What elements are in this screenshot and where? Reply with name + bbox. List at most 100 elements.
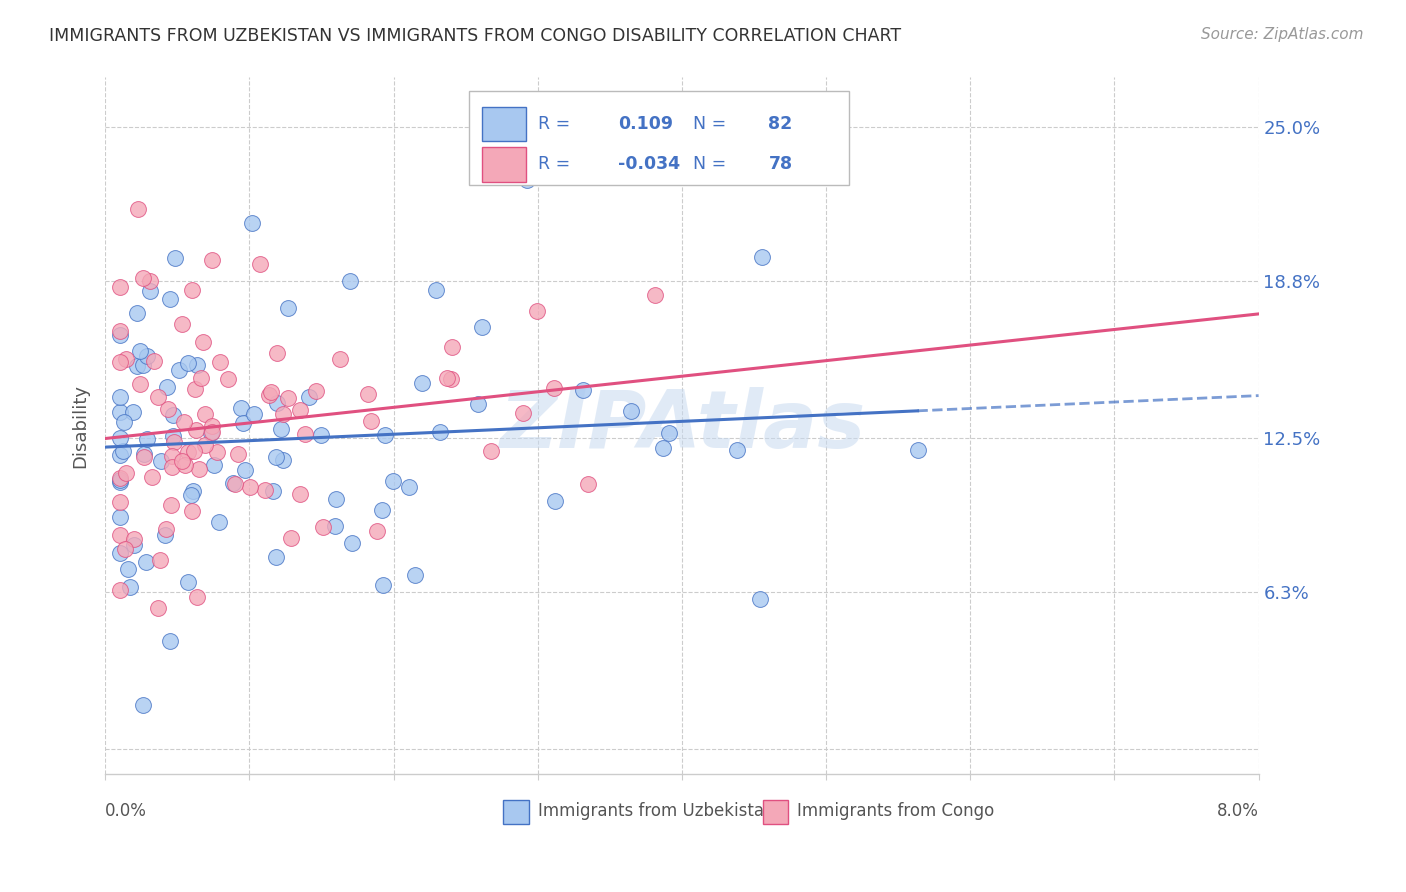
Point [111, 444, 134, 458]
Point [132, 358, 155, 372]
Point [186, 358, 208, 372]
Point [253, 483, 276, 497]
Text: N =: N = [693, 155, 733, 173]
Point [360, 414, 382, 428]
Point [167, 363, 190, 377]
Point [725, 442, 748, 457]
Point [277, 301, 299, 316]
Point [356, 386, 378, 401]
Text: Immigrants from Uzbekistan: Immigrants from Uzbekistan [537, 802, 775, 820]
Point [194, 438, 217, 452]
Point [288, 402, 311, 417]
Y-axis label: Disability: Disability [72, 384, 89, 467]
Point [200, 426, 222, 441]
Point [371, 578, 394, 592]
Point [159, 634, 181, 648]
Point [232, 416, 254, 430]
Point [135, 433, 157, 447]
Point [266, 549, 288, 564]
Point [277, 392, 299, 406]
Point [229, 401, 252, 415]
Point [160, 460, 183, 475]
Point [467, 397, 489, 411]
FancyBboxPatch shape [468, 91, 849, 186]
Point [425, 283, 447, 297]
Point [329, 351, 352, 366]
Text: 82: 82 [769, 115, 793, 133]
Point [173, 415, 195, 429]
Point [181, 283, 204, 297]
Point [298, 390, 321, 404]
Text: N =: N = [693, 115, 733, 133]
Point [135, 555, 157, 569]
Point [620, 404, 643, 418]
Point [340, 536, 363, 550]
Point [108, 448, 131, 462]
Text: IMMIGRANTS FROM UZBEKISTAN VS IMMIGRANTS FROM CONGO DISABILITY CORRELATION CHART: IMMIGRANTS FROM UZBEKISTAN VS IMMIGRANTS… [49, 27, 901, 45]
Point [139, 274, 162, 288]
Point [132, 271, 155, 285]
Point [323, 518, 346, 533]
Point [222, 475, 245, 490]
Point [108, 431, 131, 445]
Point [108, 471, 131, 485]
Point [266, 395, 288, 409]
Point [163, 434, 186, 449]
Point [132, 447, 155, 461]
Point [370, 502, 392, 516]
Point [266, 345, 288, 359]
Point [751, 251, 773, 265]
Point [382, 474, 405, 488]
Point [187, 462, 209, 476]
Point [271, 452, 294, 467]
Point [273, 407, 295, 421]
Point [108, 475, 131, 489]
Point [148, 390, 170, 404]
Point [159, 292, 181, 306]
Point [143, 354, 166, 368]
Point [262, 483, 284, 498]
Point [202, 458, 225, 473]
Point [108, 473, 131, 487]
Point [205, 444, 228, 458]
Point [132, 698, 155, 713]
Point [543, 381, 565, 395]
Point [136, 349, 159, 363]
Point [114, 541, 136, 556]
Point [190, 370, 212, 384]
Point [325, 491, 347, 506]
Point [155, 523, 177, 537]
FancyBboxPatch shape [762, 800, 787, 824]
Text: -0.034: -0.034 [619, 155, 681, 173]
Point [516, 173, 538, 187]
Point [644, 288, 666, 302]
Point [512, 406, 534, 420]
Point [114, 351, 136, 366]
Point [280, 531, 302, 545]
Point [118, 580, 141, 594]
Point [748, 592, 770, 607]
Point [429, 425, 451, 440]
Point [160, 498, 183, 512]
Point [440, 372, 463, 386]
Point [108, 324, 131, 338]
Text: 0.109: 0.109 [619, 115, 673, 133]
Point [374, 427, 396, 442]
Point [114, 415, 136, 429]
Point [436, 370, 458, 384]
Point [122, 538, 145, 552]
Point [572, 384, 595, 398]
Point [170, 318, 193, 332]
Point [526, 304, 548, 318]
Point [177, 445, 200, 459]
Point [108, 528, 131, 542]
Text: ZIPAtlas: ZIPAtlas [499, 386, 865, 465]
Point [184, 423, 207, 437]
Point [201, 418, 224, 433]
Point [108, 546, 131, 560]
Point [108, 355, 131, 369]
Point [479, 443, 502, 458]
Point [132, 450, 155, 465]
Point [127, 202, 149, 217]
Point [907, 442, 929, 457]
